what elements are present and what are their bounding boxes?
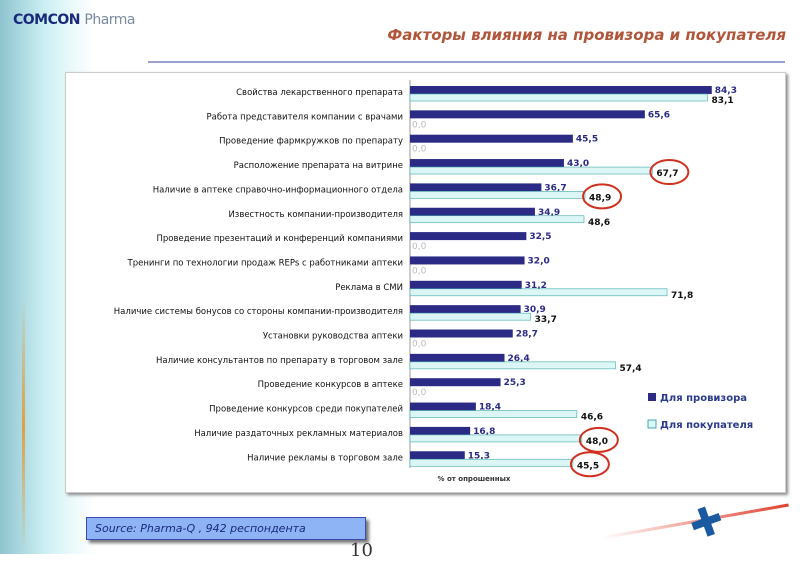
- value-label-pharmacist: 25,3: [504, 378, 526, 388]
- page-title: Факторы влияния на провизора и покупател…: [387, 26, 786, 44]
- bar-pharmacist: [410, 134, 573, 143]
- highlight-circle: [582, 183, 623, 210]
- bar-customer: [409, 93, 708, 102]
- bar-pharmacist: [410, 86, 712, 94]
- value-label-pharmacist: 26,4: [508, 354, 530, 364]
- value-label-pharmacist: 30,9: [524, 305, 546, 315]
- bar-pharmacist: [410, 378, 501, 387]
- bar-pharmacist: [410, 305, 521, 314]
- value-label-customer: 45,5: [577, 461, 599, 471]
- value-label-customer: 0,0: [412, 340, 427, 350]
- highlight-circle: [569, 451, 610, 478]
- category-label: Работа представителя компании с врачами: [207, 112, 403, 122]
- bar-customer: [409, 312, 531, 321]
- bar-pharmacist: [410, 329, 513, 338]
- bar-pharmacist: [410, 207, 535, 216]
- legend-swatch: [647, 419, 657, 429]
- bar-customer: [409, 361, 616, 370]
- x-axis-label: % от опрошенных: [438, 475, 511, 483]
- category-label: Проведение фармкружков по препарату: [219, 137, 403, 147]
- bar-pharmacist: [410, 426, 471, 435]
- bar-pharmacist: [410, 183, 542, 192]
- page-number: 10: [350, 540, 373, 561]
- legend-swatch: [648, 393, 656, 401]
- value-label-pharmacist: 32,5: [529, 232, 551, 242]
- bar-customer: [409, 288, 668, 297]
- category-label: Тренинги по технологии продаж REPs с раб…: [127, 258, 403, 268]
- bar-pharmacist: [410, 451, 465, 460]
- highlight-circle: [578, 426, 619, 453]
- category-label: Известность компании-производителя: [228, 210, 403, 220]
- category-label: Установки руководства аптеки: [263, 332, 403, 342]
- category-label: Проведение презентаций и конференций ком…: [156, 234, 403, 244]
- category-label: Наличие консультантов по препарату в тор…: [156, 356, 403, 366]
- bar-customer: [409, 434, 583, 443]
- value-label-pharmacist: 31,2: [525, 281, 547, 291]
- value-label-customer: 83,1: [711, 96, 733, 106]
- bar-pharmacist: [410, 402, 476, 411]
- highlight-circle: [649, 159, 690, 186]
- value-label-pharmacist: 84,3: [715, 86, 737, 96]
- legend-label: Для провизора: [660, 393, 747, 404]
- value-label-customer: 0,0: [412, 388, 427, 398]
- category-label: Реклама в СМИ: [335, 283, 403, 293]
- legend-label: Для покупателя: [660, 420, 753, 431]
- value-label-customer: 48,0: [586, 437, 608, 447]
- bar-customer: [409, 215, 585, 224]
- value-label-pharmacist: 45,5: [576, 135, 598, 145]
- category-label: Наличие системы бонусов со стороны компа…: [114, 307, 403, 317]
- source-note: Source: Pharma-Q , 942 респондента: [86, 517, 366, 540]
- category-label: Наличие рекламы в торговом зале: [247, 453, 403, 463]
- category-label: Наличие раздаточных рекламных материалов: [194, 429, 403, 439]
- value-label-pharmacist: 18,4: [479, 403, 501, 413]
- bar-pharmacist: [410, 110, 645, 119]
- value-label-pharmacist: 32,0: [528, 256, 550, 266]
- value-label-pharmacist: 28,7: [516, 330, 538, 340]
- category-label: Проведение конкурсов среди покупателей: [209, 405, 403, 415]
- category-label: Проведение конкурсов в аптеке: [258, 380, 403, 390]
- value-label-customer: 48,6: [588, 218, 610, 228]
- bar-customer: [409, 458, 574, 467]
- value-label-customer: 67,7: [656, 169, 678, 179]
- value-label-customer: 0,0: [412, 242, 427, 252]
- bar-pharmacist: [410, 280, 522, 289]
- logo: COMCON Pharma: [13, 12, 135, 28]
- value-label-pharmacist: 43,0: [567, 159, 589, 169]
- category-label: Свойства лекарственного препарата: [236, 88, 403, 98]
- value-label-pharmacist: 36,7: [544, 183, 566, 193]
- value-label-customer: 0,0: [412, 266, 427, 276]
- bar-pharmacist: [410, 353, 505, 362]
- value-label-customer: 48,9: [589, 193, 611, 203]
- value-label-customer: 33,7: [535, 315, 557, 325]
- value-label-pharmacist: 34,9: [538, 208, 560, 218]
- value-label-pharmacist: 15,3: [468, 451, 490, 461]
- bar-customer: [409, 166, 653, 175]
- category-label: Расположение препарата на витрине: [234, 161, 403, 171]
- bar-customer: [409, 191, 586, 199]
- value-label-customer: 46,6: [581, 413, 603, 423]
- value-label-pharmacist: 65,6: [648, 110, 670, 120]
- category-label: Наличие в аптеке справочно-информационно…: [153, 185, 403, 195]
- value-label-pharmacist: 16,8: [473, 427, 495, 437]
- bar-customer: [409, 410, 578, 418]
- value-label-customer: 0,0: [412, 145, 427, 155]
- bar-pharmacist: [410, 256, 525, 265]
- value-label-customer: 57,4: [619, 364, 641, 374]
- value-label-customer: 0,0: [412, 120, 427, 130]
- value-label-customer: 71,8: [671, 291, 693, 301]
- divider: [148, 61, 785, 63]
- bar-pharmacist: [410, 159, 564, 168]
- bar-pharmacist: [410, 232, 527, 241]
